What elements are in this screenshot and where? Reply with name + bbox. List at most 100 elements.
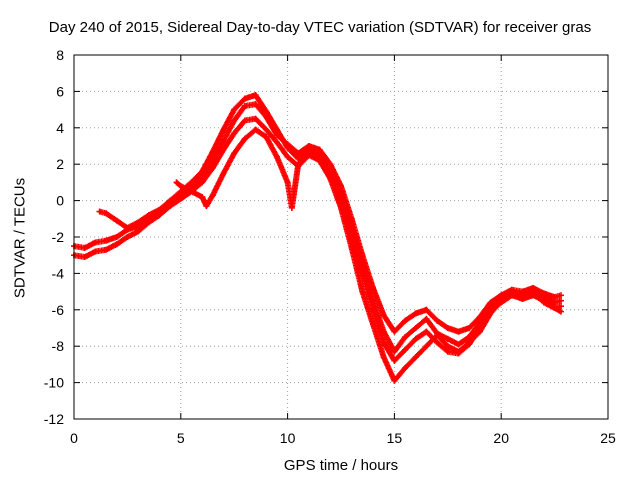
y-tick-label: -6 — [52, 302, 65, 318]
data-point — [412, 325, 419, 331]
y-tick-label: -4 — [52, 265, 65, 281]
data-point — [444, 335, 451, 342]
data-point — [113, 217, 120, 224]
data-point — [199, 193, 206, 200]
data-point — [558, 292, 565, 299]
data-point — [359, 263, 366, 270]
data-point — [177, 195, 184, 202]
data-point — [370, 321, 377, 328]
data-point — [466, 334, 473, 341]
y-tick-label: -12 — [44, 411, 64, 427]
data-point — [391, 328, 398, 335]
data-point — [288, 204, 295, 211]
data-point — [92, 239, 99, 246]
data-point — [423, 306, 430, 313]
data-point — [423, 315, 430, 322]
data-point — [391, 377, 398, 384]
data-point — [124, 224, 131, 231]
data-point — [252, 92, 259, 99]
data-point — [434, 332, 441, 339]
data-point — [135, 228, 142, 235]
data-point — [92, 248, 99, 255]
data-point — [124, 234, 131, 240]
data-point — [434, 317, 441, 324]
data-point — [209, 192, 216, 199]
data-point — [81, 244, 88, 251]
y-tick-label: 2 — [56, 156, 64, 172]
data-point — [284, 144, 291, 151]
plot-frame — [73, 54, 609, 420]
data-point — [316, 157, 323, 164]
data-point — [498, 292, 505, 299]
data-point — [519, 295, 526, 302]
data-point — [103, 210, 110, 217]
data-point — [113, 234, 120, 240]
data-point — [487, 299, 494, 306]
data-point — [508, 290, 515, 297]
data-point — [558, 297, 565, 304]
data-point — [231, 150, 238, 157]
data-point — [444, 343, 451, 350]
data-point — [209, 148, 216, 155]
data-point — [173, 179, 180, 186]
data-point — [338, 204, 344, 211]
data-point — [316, 152, 323, 159]
y-axis-label: SDTVAR / TECUs — [11, 177, 29, 299]
x-tick-label: 5 — [177, 430, 185, 446]
y-tick-label: -10 — [44, 375, 64, 391]
data-point — [487, 310, 494, 317]
x-tick-label: 0 — [70, 430, 78, 446]
data-point — [188, 179, 195, 186]
data-point — [444, 348, 451, 355]
data-point — [135, 219, 142, 226]
data-point — [263, 133, 270, 140]
data-point — [167, 203, 174, 210]
data-point — [558, 308, 565, 315]
data-point — [231, 117, 238, 124]
data-point — [177, 188, 184, 195]
data-point — [241, 117, 248, 124]
data-point — [263, 108, 270, 115]
data-point — [295, 161, 302, 168]
grid-lines — [74, 55, 608, 419]
series-track-3 — [96, 92, 565, 355]
data-point — [402, 334, 409, 341]
data-point — [188, 188, 195, 195]
data-point — [263, 126, 270, 133]
data-point — [530, 288, 537, 295]
data-point — [540, 299, 547, 306]
data-point — [348, 244, 355, 251]
data-point — [551, 299, 558, 306]
data-point — [103, 237, 110, 244]
data-point — [220, 146, 227, 153]
data-point — [412, 354, 419, 361]
data-point — [103, 246, 110, 253]
data-point — [476, 328, 483, 335]
data-point — [273, 126, 280, 133]
data-point — [295, 150, 302, 157]
y-tick-label: 4 — [56, 120, 64, 136]
data-point — [273, 153, 280, 160]
data-point — [402, 365, 409, 372]
data-series — [71, 92, 565, 384]
x-tick-label: 25 — [600, 430, 616, 446]
data-point — [455, 328, 462, 335]
data-point — [476, 319, 483, 326]
data-point — [220, 126, 227, 133]
data-point — [156, 212, 163, 219]
data-point — [273, 139, 280, 146]
data-point — [551, 304, 558, 311]
data-point — [455, 341, 462, 348]
data-point — [316, 146, 323, 153]
data-point — [295, 155, 302, 162]
data-point — [209, 164, 216, 171]
data-point — [199, 168, 206, 175]
data-point — [444, 325, 451, 331]
x-tick-label: 15 — [387, 430, 403, 446]
data-point — [423, 343, 430, 350]
data-point — [359, 288, 366, 295]
x-tick-label: 10 — [280, 430, 296, 446]
data-point — [412, 335, 419, 342]
y-tick-label: 8 — [56, 47, 64, 63]
data-point — [241, 102, 248, 109]
